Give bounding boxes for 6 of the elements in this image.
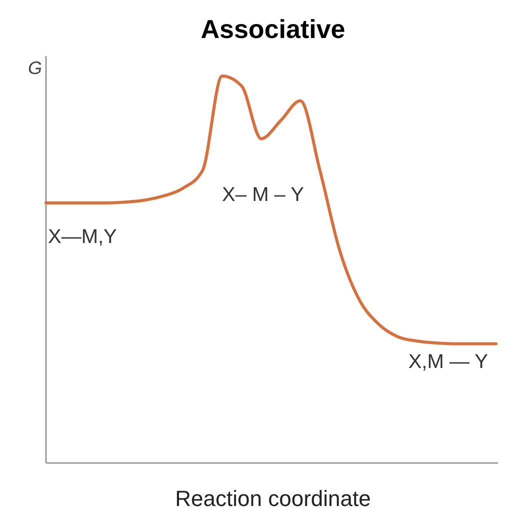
annotation: X—M,Y: [48, 226, 117, 248]
annotation: X,M — Y: [408, 351, 488, 373]
annotation: X– M – Y: [222, 184, 304, 206]
chart-title: Associative: [200, 14, 346, 44]
y-axis-title: G: [28, 58, 42, 78]
x-axis-title: Reaction coordinate: [175, 486, 371, 511]
